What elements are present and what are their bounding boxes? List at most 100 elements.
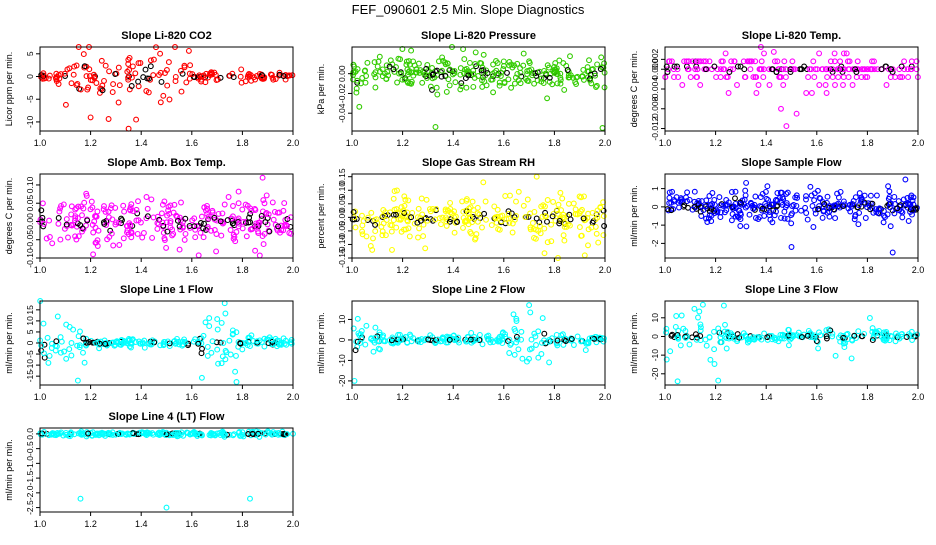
data-point-highlight (217, 218, 224, 225)
data-point (378, 223, 385, 230)
data-point (232, 368, 239, 375)
data-point (270, 216, 277, 223)
data-point (175, 432, 182, 439)
data-point (433, 84, 440, 91)
data-point-highlight (668, 332, 675, 339)
data-point (80, 51, 87, 58)
data-point-highlight (96, 340, 103, 347)
data-point (795, 329, 802, 336)
data-point (390, 195, 397, 202)
data-point (684, 189, 691, 196)
data-point (126, 336, 133, 343)
data-point (725, 90, 732, 96)
data-point (714, 209, 721, 216)
x-tick-label: 1.0 (34, 138, 47, 148)
data-point (160, 341, 167, 347)
data-point (742, 74, 749, 81)
data-point (191, 215, 198, 222)
data-point (398, 204, 405, 211)
data-point (125, 74, 132, 81)
data-point (845, 74, 852, 81)
data-point (150, 56, 157, 63)
data-point (429, 65, 436, 71)
data-point (109, 89, 116, 96)
data-point (483, 216, 489, 223)
data-point (544, 239, 551, 246)
data-point (110, 242, 117, 249)
data-point (48, 345, 55, 351)
data-point-highlight (476, 337, 483, 343)
data-point (74, 80, 81, 87)
x-tick-label: 2.0 (599, 265, 612, 275)
data-point (783, 190, 790, 197)
data-point (511, 62, 518, 69)
data-point (408, 78, 415, 85)
data-point (529, 72, 536, 79)
data-point (755, 216, 762, 222)
data-point (811, 197, 818, 204)
data-point (845, 66, 852, 73)
data-point (247, 495, 253, 502)
data-point (531, 80, 538, 87)
data-point (829, 74, 836, 81)
data-point (490, 61, 497, 68)
data-point (717, 209, 724, 216)
data-point (472, 235, 479, 242)
data-point-highlight (438, 73, 445, 80)
data-point (570, 200, 577, 207)
y-tick-label: -0.10 (337, 234, 347, 254)
x-tick-label: 1.6 (498, 265, 511, 275)
y-tick-label: -1.5 (25, 471, 35, 486)
data-point (706, 58, 713, 65)
data-point (163, 244, 170, 251)
data-point (408, 338, 415, 345)
data-point (558, 332, 565, 339)
data-point (359, 228, 366, 235)
data-point (723, 345, 730, 352)
data-point (379, 232, 386, 239)
data-point (716, 194, 723, 201)
data-point-highlight (823, 333, 830, 340)
data-point (204, 343, 211, 350)
data-point-highlight (568, 336, 575, 342)
y-tick-label: 0.15 (337, 168, 347, 185)
data-point (740, 58, 747, 65)
data-point (781, 335, 788, 342)
data-point (445, 76, 452, 83)
data-point-highlight (591, 70, 598, 77)
data-point (864, 66, 871, 73)
data-point (717, 339, 724, 346)
data-point (135, 217, 142, 224)
data-point (581, 193, 587, 200)
data-point (93, 80, 100, 86)
data-point (774, 58, 781, 65)
data-point (728, 189, 735, 195)
data-point (856, 190, 863, 197)
data-point (374, 63, 381, 70)
data-point (750, 205, 757, 212)
data-point (764, 183, 771, 190)
data-point (470, 71, 477, 78)
chart-title: Slope Li-820 Temp. (742, 30, 841, 42)
data-point (209, 338, 216, 345)
data-point (256, 433, 263, 440)
data-point (814, 338, 821, 345)
data-point (88, 198, 95, 205)
data-point (408, 47, 415, 54)
data-point-highlight (118, 215, 125, 222)
data-point (668, 58, 675, 65)
data-point (755, 82, 762, 88)
data-point (819, 214, 826, 221)
data-point (174, 430, 181, 436)
data-point (62, 101, 69, 108)
data-point (793, 110, 800, 117)
plot-frame (664, 300, 919, 386)
data-point (908, 58, 915, 65)
y-tick-label: -0.008 (650, 96, 660, 120)
data-point (116, 242, 123, 248)
data-point (113, 339, 119, 345)
data-point (827, 58, 834, 65)
data-point (46, 72, 53, 79)
x-tick-label: 1.6 (498, 138, 511, 148)
x-tick-label: 1.2 (709, 138, 722, 148)
